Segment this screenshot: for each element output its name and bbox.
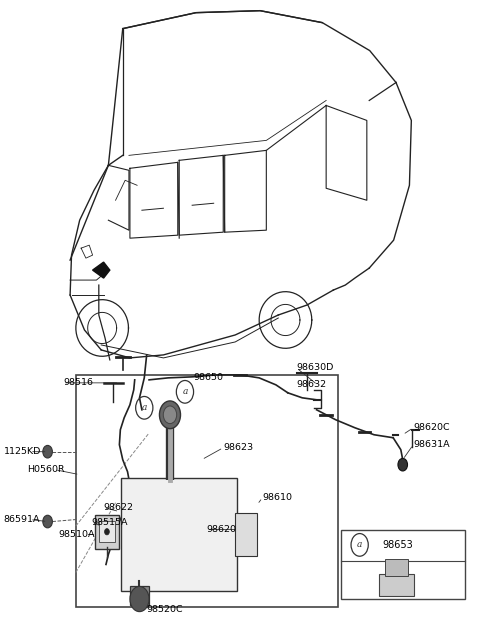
Circle shape: [159, 401, 180, 428]
Text: 98650: 98650: [193, 374, 223, 382]
Text: 98516: 98516: [63, 379, 93, 387]
Circle shape: [105, 529, 109, 535]
Circle shape: [163, 406, 177, 423]
FancyBboxPatch shape: [130, 586, 149, 604]
Text: 98620C: 98620C: [413, 423, 450, 432]
Text: 98631A: 98631A: [413, 440, 450, 449]
Text: 98630D: 98630D: [297, 363, 334, 372]
Text: 98632: 98632: [297, 380, 326, 389]
Text: 98653: 98653: [383, 540, 413, 550]
Text: a: a: [357, 540, 362, 550]
Polygon shape: [235, 512, 257, 557]
Text: a: a: [142, 403, 147, 412]
Text: 98620: 98620: [206, 525, 237, 534]
Polygon shape: [93, 262, 110, 278]
Text: 98622: 98622: [104, 503, 133, 512]
FancyBboxPatch shape: [340, 529, 465, 599]
FancyBboxPatch shape: [385, 559, 408, 576]
Circle shape: [43, 516, 52, 528]
Text: 1125KD: 1125KD: [3, 447, 41, 456]
Text: 86591A: 86591A: [3, 515, 40, 524]
Circle shape: [398, 458, 408, 471]
FancyBboxPatch shape: [121, 478, 237, 591]
FancyBboxPatch shape: [95, 515, 120, 549]
Text: 98520C: 98520C: [147, 605, 183, 614]
Circle shape: [130, 586, 149, 611]
Text: 98515A: 98515A: [92, 518, 128, 527]
Circle shape: [43, 445, 52, 458]
Text: 98610: 98610: [263, 493, 292, 502]
Text: H0560R: H0560R: [27, 465, 65, 474]
Text: 98510A: 98510A: [58, 530, 95, 539]
FancyBboxPatch shape: [99, 521, 115, 543]
FancyBboxPatch shape: [76, 375, 338, 608]
FancyBboxPatch shape: [379, 574, 414, 596]
Text: a: a: [182, 387, 188, 396]
Text: 98623: 98623: [223, 443, 253, 452]
